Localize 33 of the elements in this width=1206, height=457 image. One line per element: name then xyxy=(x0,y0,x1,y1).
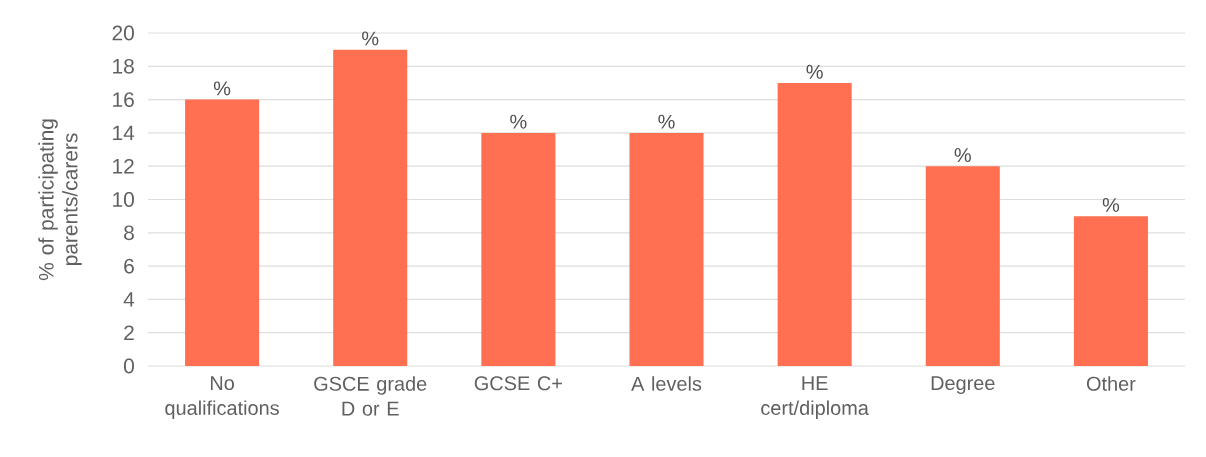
x-tick-label: GSCE grade D or E xyxy=(314,376,427,416)
bar xyxy=(481,132,556,366)
y-tick-label: 6 xyxy=(124,258,134,274)
bar xyxy=(777,82,852,366)
bar xyxy=(333,49,408,366)
y-tick-label: 10 xyxy=(113,192,134,207)
data-label: % xyxy=(213,81,231,96)
y-tick-label: 0 xyxy=(123,358,134,374)
y-tick-label: 14 xyxy=(113,125,135,141)
data-label: % xyxy=(806,64,823,79)
data-label: % xyxy=(954,148,971,162)
y-axis-title: % of participating parents/carers xyxy=(38,119,82,281)
y-tick-label: 8 xyxy=(124,225,134,241)
data-label: % xyxy=(1102,198,1120,212)
bar xyxy=(925,166,1000,366)
y-tick-label: 18 xyxy=(113,58,134,74)
bar xyxy=(629,132,704,366)
x-tick-label: Other xyxy=(1086,376,1136,391)
x-tick-label: A levels xyxy=(631,376,702,391)
x-tick-label: GCSE C+ xyxy=(474,376,562,391)
y-tick-label: 2 xyxy=(124,325,134,340)
x-tick-label: Degree xyxy=(931,376,995,395)
y-tick-label: 4 xyxy=(123,292,135,307)
bar xyxy=(185,99,260,366)
y-tick-label: 20 xyxy=(112,25,134,41)
data-label: % xyxy=(362,31,379,46)
x-tick-label: No qualifications xyxy=(165,376,279,419)
x-tick-label: HE cert/diploma xyxy=(761,376,869,419)
y-tick-label: 12 xyxy=(113,158,134,174)
data-label: % xyxy=(658,114,675,129)
bar xyxy=(1073,216,1148,366)
data-label: % xyxy=(510,114,527,129)
y-tick-label: 16 xyxy=(113,92,134,107)
